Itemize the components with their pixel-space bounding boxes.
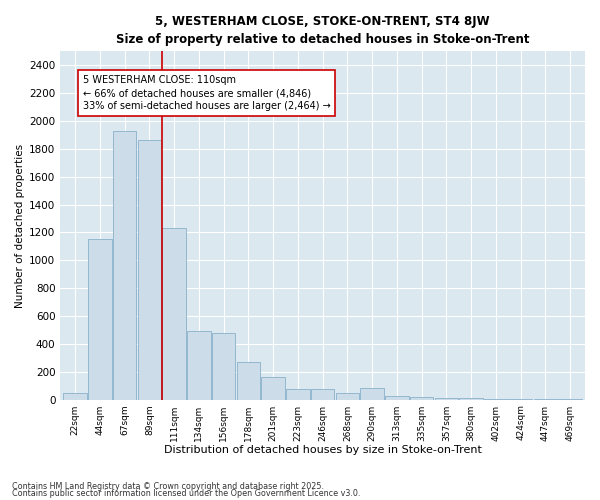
Bar xyxy=(212,332,235,400)
Bar xyxy=(137,140,161,400)
Title: 5, WESTERHAM CLOSE, STOKE-ON-TRENT, ST4 8JW
Size of property relative to detache: 5, WESTERHAM CLOSE, STOKE-ON-TRENT, ST4 … xyxy=(116,15,529,46)
Bar xyxy=(335,392,359,400)
Text: Contains HM Land Registry data © Crown copyright and database right 2025.: Contains HM Land Registry data © Crown c… xyxy=(12,482,324,491)
Bar xyxy=(88,240,112,400)
Text: 5 WESTERHAM CLOSE: 110sqm
← 66% of detached houses are smaller (4,846)
33% of se: 5 WESTERHAM CLOSE: 110sqm ← 66% of detac… xyxy=(83,75,331,112)
Bar xyxy=(236,362,260,400)
Bar xyxy=(262,378,285,400)
Text: Contains public sector information licensed under the Open Government Licence v3: Contains public sector information licen… xyxy=(12,489,361,498)
Bar xyxy=(460,398,483,400)
X-axis label: Distribution of detached houses by size in Stoke-on-Trent: Distribution of detached houses by size … xyxy=(164,445,482,455)
Bar xyxy=(113,130,136,400)
Bar xyxy=(361,388,384,400)
Y-axis label: Number of detached properties: Number of detached properties xyxy=(15,144,25,308)
Bar xyxy=(434,398,458,400)
Bar xyxy=(163,228,186,400)
Bar xyxy=(187,332,211,400)
Bar xyxy=(64,392,87,400)
Bar xyxy=(410,397,433,400)
Bar xyxy=(385,396,409,400)
Bar xyxy=(559,399,582,400)
Bar xyxy=(484,399,508,400)
Bar xyxy=(286,389,310,400)
Bar xyxy=(311,389,334,400)
